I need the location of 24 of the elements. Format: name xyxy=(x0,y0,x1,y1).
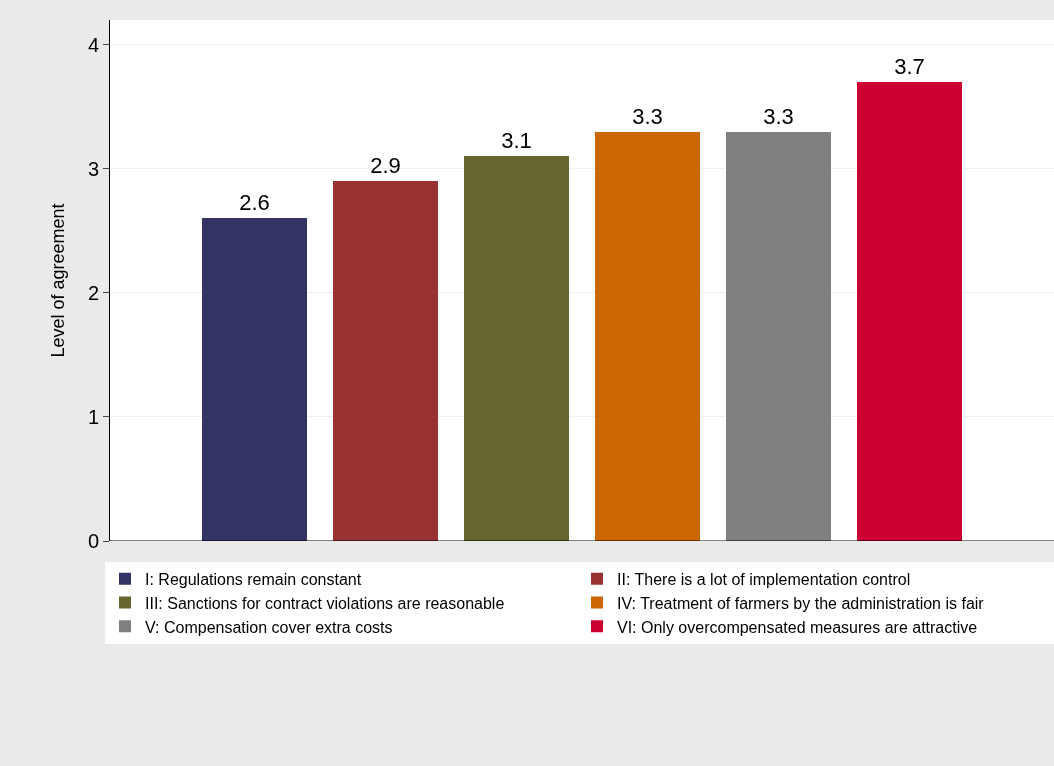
legend-label: II: There is a lot of implementation control xyxy=(617,570,911,588)
y-tick-label: 4 xyxy=(87,33,99,56)
data-label: 3.1 xyxy=(501,128,532,153)
legend-label: I: Regulations remain constant xyxy=(145,570,362,588)
legend-label: V: Compensation cover extra costs xyxy=(145,618,393,636)
data-label: 3.3 xyxy=(632,104,663,129)
y-tick-label: 3 xyxy=(87,157,99,180)
legend-label: VI: Only overcompensated measures are attractive xyxy=(617,618,978,636)
y-tick-label: 1 xyxy=(87,405,99,428)
bar xyxy=(202,218,307,541)
bar xyxy=(333,181,438,541)
legend-label: IV: Treatment of farmers by the administration is fair xyxy=(617,594,985,612)
legend-label: III: Sanctions for contract violations are reasonable xyxy=(145,594,505,612)
data-label: 3.3 xyxy=(763,104,794,129)
bar xyxy=(464,156,569,541)
data-label: 2.9 xyxy=(370,153,401,178)
data-label: 3.7 xyxy=(894,54,925,79)
y-axis-title: Level of agreement xyxy=(48,203,68,358)
data-label: 2.6 xyxy=(239,190,270,215)
bar xyxy=(857,82,962,541)
y-tick-label: 2 xyxy=(87,281,99,304)
bar xyxy=(726,132,831,541)
y-tick-label: 0 xyxy=(87,530,99,552)
bar xyxy=(595,132,700,541)
